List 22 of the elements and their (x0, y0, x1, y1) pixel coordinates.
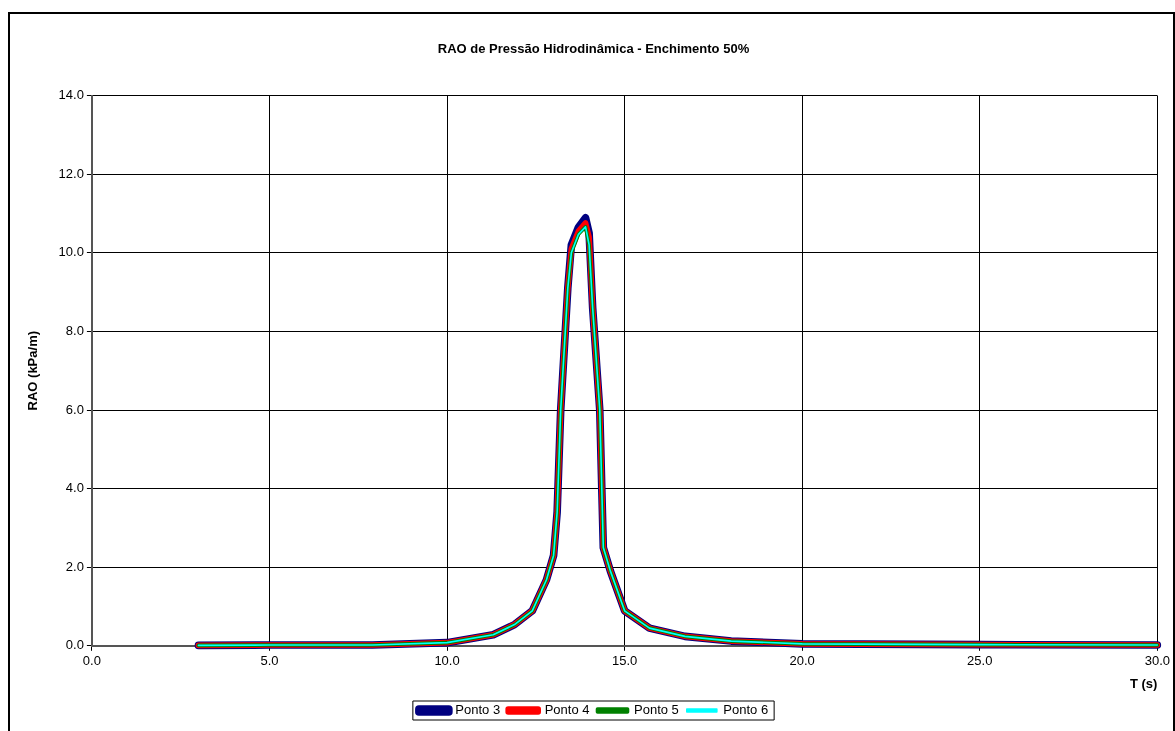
x-tick-label: 15.0 (611, 653, 638, 669)
x-tick-label: 5.0 (260, 653, 279, 669)
x-tick-label: 25.0 (967, 653, 993, 669)
y-axis-title: RAO (kPa/m) (25, 330, 41, 411)
chart-title: RAO de Pressão Hidrodinâmica - Enchimento 50% (437, 41, 750, 57)
y-tick-label: 14.0 (58, 87, 84, 103)
y-tick-label: 6.0 (65, 401, 84, 417)
x-tick-label: 30.0 (1144, 653, 1171, 669)
legend-label: Ponto 6 (723, 702, 769, 718)
y-tick-label: 4.0 (65, 480, 84, 496)
y-tick-label: 2.0 (65, 558, 84, 574)
legend-label: Ponto 5 (634, 702, 679, 718)
x-tick-label: 0.0 (82, 653, 101, 669)
x-tick-label: 10.0 (434, 653, 460, 669)
x-tick-label: 20.0 (789, 653, 815, 669)
y-tick-label: 0.0 (65, 637, 84, 653)
y-tick-label: 10.0 (58, 244, 84, 260)
legend-label: Ponto 3 (455, 702, 501, 718)
y-tick-label: 8.0 (65, 322, 84, 338)
y-tick-label: 12.0 (58, 165, 84, 181)
legend-label: Ponto 4 (544, 702, 590, 718)
x-axis-title: T (s) (1129, 675, 1158, 691)
